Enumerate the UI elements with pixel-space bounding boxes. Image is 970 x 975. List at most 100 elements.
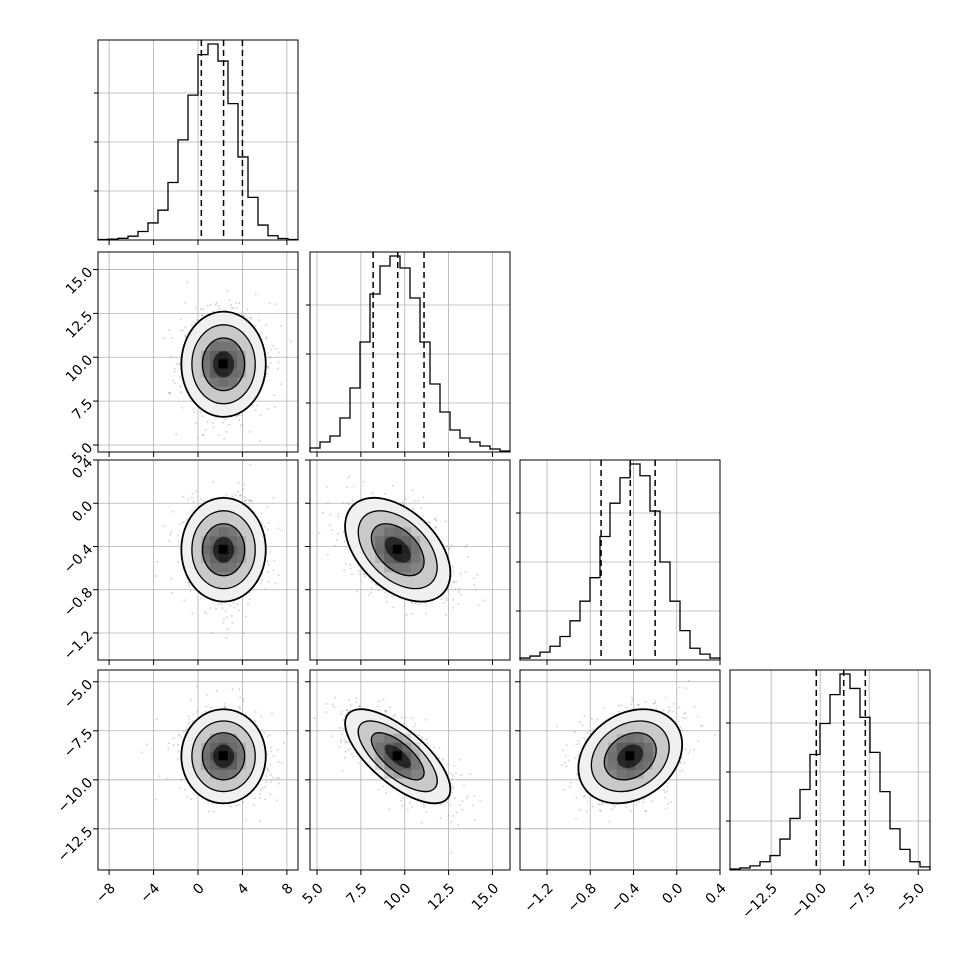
scatter-point <box>438 747 440 749</box>
scatter-point <box>267 408 269 410</box>
density-block <box>219 342 228 351</box>
scatter-point <box>203 308 205 310</box>
scatter-point <box>212 481 214 483</box>
scatter-point <box>174 382 176 384</box>
scatter-point <box>452 775 454 777</box>
scatter-point <box>216 690 218 692</box>
scatter-point <box>196 711 198 713</box>
scatter-point <box>192 720 194 722</box>
scatter-point <box>163 525 165 527</box>
scatter-point <box>229 299 231 301</box>
scatter-point <box>201 314 203 316</box>
density-block <box>219 351 228 360</box>
scatter-point <box>370 592 372 594</box>
scatter-point <box>344 757 346 759</box>
scatter-point <box>450 852 452 854</box>
scatter-point <box>407 809 409 811</box>
scatter-point <box>412 508 414 510</box>
scatter-point <box>186 519 188 521</box>
scatter-point <box>418 734 420 736</box>
scatter-point <box>238 706 240 708</box>
scatter-point <box>268 564 270 566</box>
scatter-point <box>266 735 268 737</box>
scatter-point <box>259 796 261 798</box>
density-block <box>375 743 384 752</box>
scatter-point <box>172 511 174 513</box>
scatter-point <box>473 584 475 586</box>
scatter-point <box>243 632 245 634</box>
scatter-point <box>171 592 173 594</box>
scatter-point <box>258 319 260 321</box>
scatter-point <box>185 302 187 304</box>
scatter-point <box>262 787 264 789</box>
scatter-point <box>168 329 170 331</box>
scatter-point <box>411 717 413 719</box>
scatter-point <box>264 798 266 800</box>
scatter-point <box>186 727 188 729</box>
scatter-point <box>457 824 459 826</box>
scatter-point <box>415 602 417 604</box>
scatter-point <box>368 594 370 596</box>
scatter-point <box>267 366 269 368</box>
density-block <box>210 351 219 360</box>
density-block <box>210 369 219 378</box>
scatter-point <box>273 569 275 571</box>
scatter-point <box>452 566 454 568</box>
scatter-point <box>451 586 453 588</box>
scatter-point <box>193 411 195 413</box>
scatter-point <box>342 719 344 721</box>
scatter-point <box>483 600 485 602</box>
scatter-point <box>452 607 454 609</box>
pair-panel-3-0 <box>98 667 298 870</box>
scatter-point <box>351 573 353 575</box>
scatter-point <box>156 718 158 720</box>
scatter-point <box>385 792 387 794</box>
scatter-point <box>355 701 357 703</box>
scatter-point <box>392 606 394 608</box>
scatter-point <box>269 302 271 304</box>
scatter-point <box>378 700 380 702</box>
scatter-point <box>223 618 225 620</box>
scatter-point <box>228 424 230 426</box>
scatter-point <box>222 667 224 669</box>
scatter-point <box>331 529 333 531</box>
density-block <box>219 378 228 387</box>
scatter-point <box>359 573 361 575</box>
scatter-point <box>462 800 464 802</box>
scatter-point <box>363 573 365 575</box>
hist-panel-0 <box>94 40 298 240</box>
scatter-point <box>343 569 345 571</box>
scatter-point <box>195 490 197 492</box>
density-block <box>228 761 237 770</box>
scatter-point <box>688 680 690 682</box>
scatter-point <box>461 809 463 811</box>
scatter-point <box>205 429 207 431</box>
scatter-point <box>443 602 445 604</box>
scatter-point <box>222 622 224 624</box>
hist-panel-3 <box>726 670 930 870</box>
scatter-point <box>253 804 255 806</box>
scatter-point <box>450 804 452 806</box>
scatter-point <box>182 330 184 332</box>
scatter-point <box>453 787 455 789</box>
scatter-point <box>286 733 288 735</box>
density-block <box>210 554 219 563</box>
scatter-point <box>265 338 267 340</box>
density-block <box>210 545 219 554</box>
density-peak <box>219 751 228 760</box>
scatter-point <box>196 685 198 687</box>
scatter-point <box>465 571 467 573</box>
scatter-point <box>385 591 387 593</box>
scatter-point <box>190 699 192 701</box>
hist-panel-1 <box>306 252 510 452</box>
density-block <box>219 770 228 779</box>
scatter-point <box>203 500 205 502</box>
scatter-point <box>450 773 452 775</box>
scatter-point <box>453 571 455 573</box>
scatter-point <box>426 742 428 744</box>
scatter-point <box>274 303 276 305</box>
scatter-point <box>240 424 242 426</box>
density-block <box>384 554 393 563</box>
density-peak <box>393 545 402 554</box>
scatter-point <box>233 602 235 604</box>
